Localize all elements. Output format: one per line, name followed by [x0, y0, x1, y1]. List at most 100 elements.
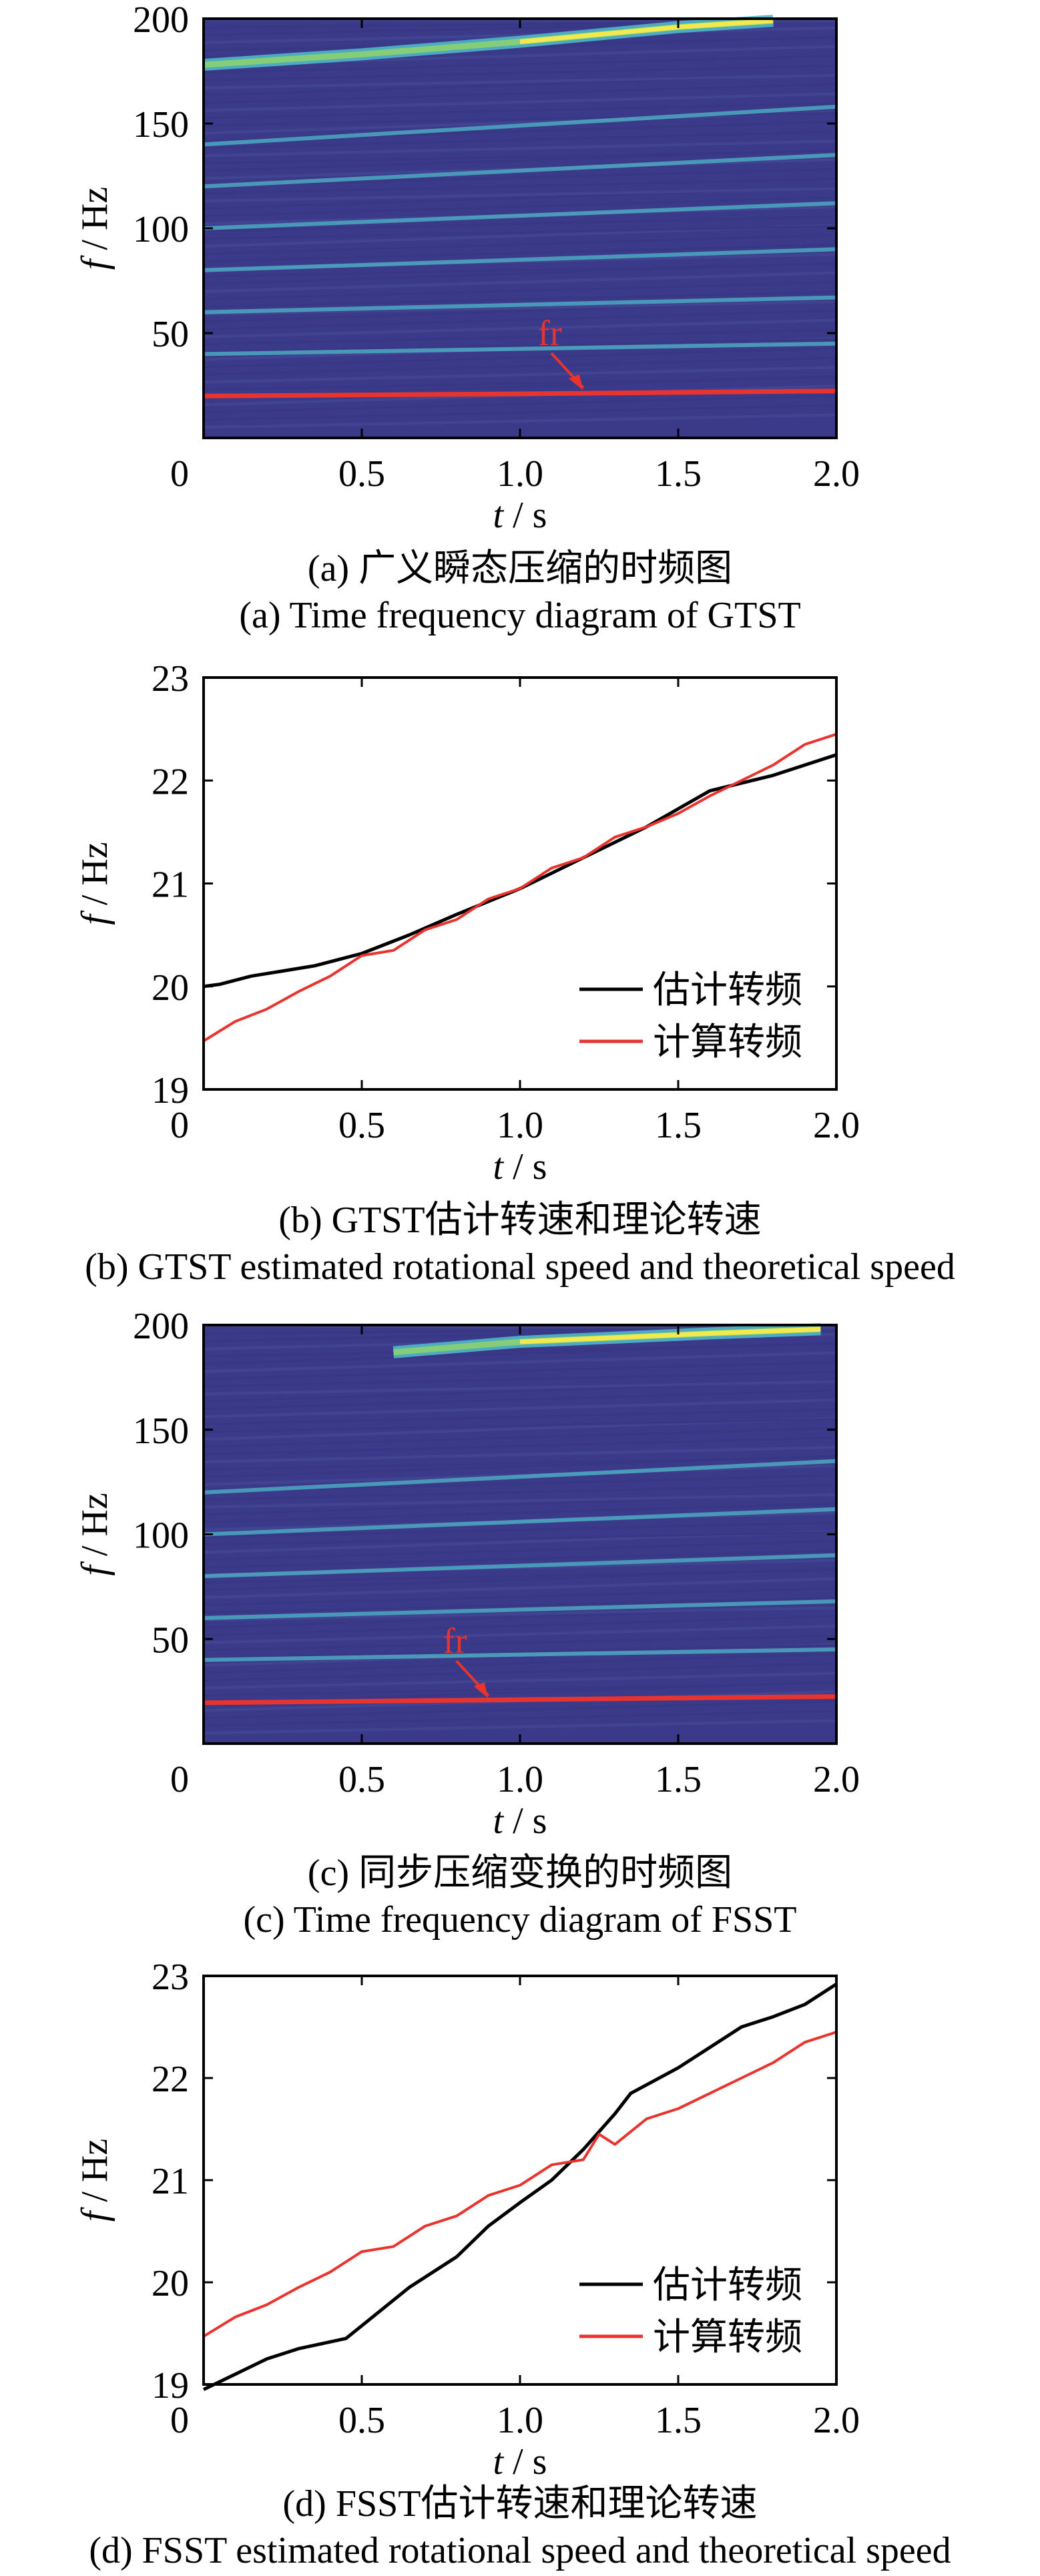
- ridge-h4: [203, 1553, 837, 1579]
- texture-line: [203, 1682, 837, 1697]
- x-tick-label: 0: [170, 1105, 189, 1146]
- texture-line: [203, 1531, 837, 1546]
- legend-label-0: 估计转频: [653, 2265, 802, 2306]
- x-tick-label: 0: [170, 2400, 189, 2441]
- texture-line: [203, 1456, 837, 1471]
- texture-line: [203, 1569, 837, 1584]
- y-tick-label: 200: [133, 0, 189, 41]
- y-tick-label: 19: [152, 1070, 189, 1111]
- texture-line: [203, 187, 837, 203]
- x-tick-label: 1.0: [497, 1105, 543, 1146]
- texture-line: [203, 1644, 837, 1659]
- texture-line: [203, 92, 837, 112]
- texture-line: [203, 1653, 837, 1674]
- y-tick-label: 21: [152, 2161, 189, 2202]
- texture-line: [203, 1719, 837, 1735]
- texture-line: [203, 1408, 837, 1426]
- x-tick-label: 0.5: [338, 453, 385, 495]
- x-axis-label: t / s: [493, 495, 547, 536]
- chart-c: fr 0 0.5 1.0 1.5 2.0 50 100 150 200 t / s f / Hz: [74, 1306, 860, 1842]
- texture-line: [203, 1540, 837, 1561]
- texture-line: [203, 1416, 837, 1441]
- chart-a: fr 0 0.5 1.0 1.5 2.0 50 100 150 200 t / s f / Hz: [74, 0, 860, 536]
- y-tick-label: 50: [152, 314, 189, 355]
- texture-line: [203, 140, 837, 158]
- texture-line: [203, 168, 837, 188]
- texture-line: [203, 1361, 837, 1380]
- y-tick-label: 22: [152, 761, 189, 802]
- texture-line: [203, 111, 837, 135]
- texture-line: [203, 1484, 837, 1501]
- y-tick-label: 150: [133, 104, 189, 146]
- ridge-h6: [203, 1459, 837, 1495]
- texture-line: [203, 1662, 837, 1682]
- texture-line: [203, 1634, 837, 1651]
- ridge-h3: [203, 295, 837, 314]
- texture-line: [203, 281, 837, 300]
- x-tick-label: 2.0: [813, 1759, 860, 1800]
- caption-c-cn: (c) 同步压缩变换的时频图: [307, 1852, 733, 1894]
- annotation-fr-arrowhead: [473, 1682, 489, 1699]
- texture-line: [203, 395, 837, 414]
- y-tick-label: 23: [152, 658, 189, 700]
- legend-label-0: 估计转频: [653, 970, 802, 1011]
- texture-line: [203, 1474, 837, 1493]
- texture-line: [203, 1568, 837, 1591]
- texture-line: [203, 1380, 837, 1396]
- x-tick-label: 2.0: [813, 1105, 860, 1146]
- texture-line: [203, 1342, 837, 1365]
- y-tick-label: 100: [133, 1515, 189, 1557]
- x-tick-label: 1.5: [655, 1105, 702, 1146]
- texture-line: [203, 73, 837, 89]
- annotation-fr-label: fr: [538, 313, 562, 353]
- ridge-h5: [203, 1507, 837, 1537]
- texture-line: [203, 1493, 837, 1509]
- x-tick-label: 1.0: [497, 2400, 543, 2441]
- texture-line: [203, 1615, 837, 1637]
- annotation-fr-arrowhead: [568, 374, 583, 391]
- y-tick-label: 21: [152, 864, 189, 906]
- caption-d-cn: (d) FSST估计转速和理论转速: [282, 2483, 758, 2525]
- texture-line: [203, 1446, 837, 1464]
- ridge-fr: [203, 389, 837, 399]
- texture-line: [203, 413, 837, 429]
- annotation-fr-label: fr: [443, 1621, 467, 1661]
- y-tick-label: 20: [152, 2263, 189, 2304]
- legend-label-1: 计算转频: [653, 1022, 802, 1063]
- texture-line: [203, 262, 837, 286]
- series-line-calculated: [202, 732, 837, 1043]
- texture-line: [203, 102, 837, 119]
- caption-a-cn: (a) 广义瞬态压缩的时频图: [307, 548, 733, 589]
- texture-line: [203, 1342, 837, 1358]
- x-tick-label: 1.0: [497, 1759, 543, 1800]
- x-tick-label: 0: [170, 453, 189, 495]
- texture-line: [203, 300, 837, 316]
- texture-line: [203, 215, 837, 232]
- texture-line: [203, 1521, 837, 1539]
- x-tick-label: 0.5: [338, 1759, 385, 1800]
- texture-line: [203, 366, 837, 384]
- texture-line: [203, 1530, 837, 1554]
- series-line-calculated: [202, 2031, 837, 2338]
- x-axis-label: t / s: [493, 1800, 547, 1842]
- texture-line: [203, 1605, 837, 1629]
- caption-d-en: (d) FSST estimated rotational speed and …: [89, 2530, 951, 2571]
- y-tick-label: 150: [133, 1410, 189, 1452]
- series-line-estimated: [202, 1983, 838, 2391]
- texture-line: [203, 1624, 837, 1644]
- x-tick-label: 1.0: [497, 453, 543, 495]
- ridge-h6: [203, 153, 837, 189]
- texture-line: [203, 26, 837, 44]
- texture-line: [203, 1427, 837, 1448]
- texture-line: [203, 1606, 837, 1622]
- y-tick-label: 22: [152, 2059, 189, 2100]
- texture-line: [203, 356, 837, 376]
- x-tick-label: 2.0: [813, 2400, 860, 2441]
- caption-b-en: (b) GTST estimated rotational speed and …: [85, 1246, 955, 1288]
- texture-line: [203, 149, 837, 172]
- texture-line: [203, 262, 837, 278]
